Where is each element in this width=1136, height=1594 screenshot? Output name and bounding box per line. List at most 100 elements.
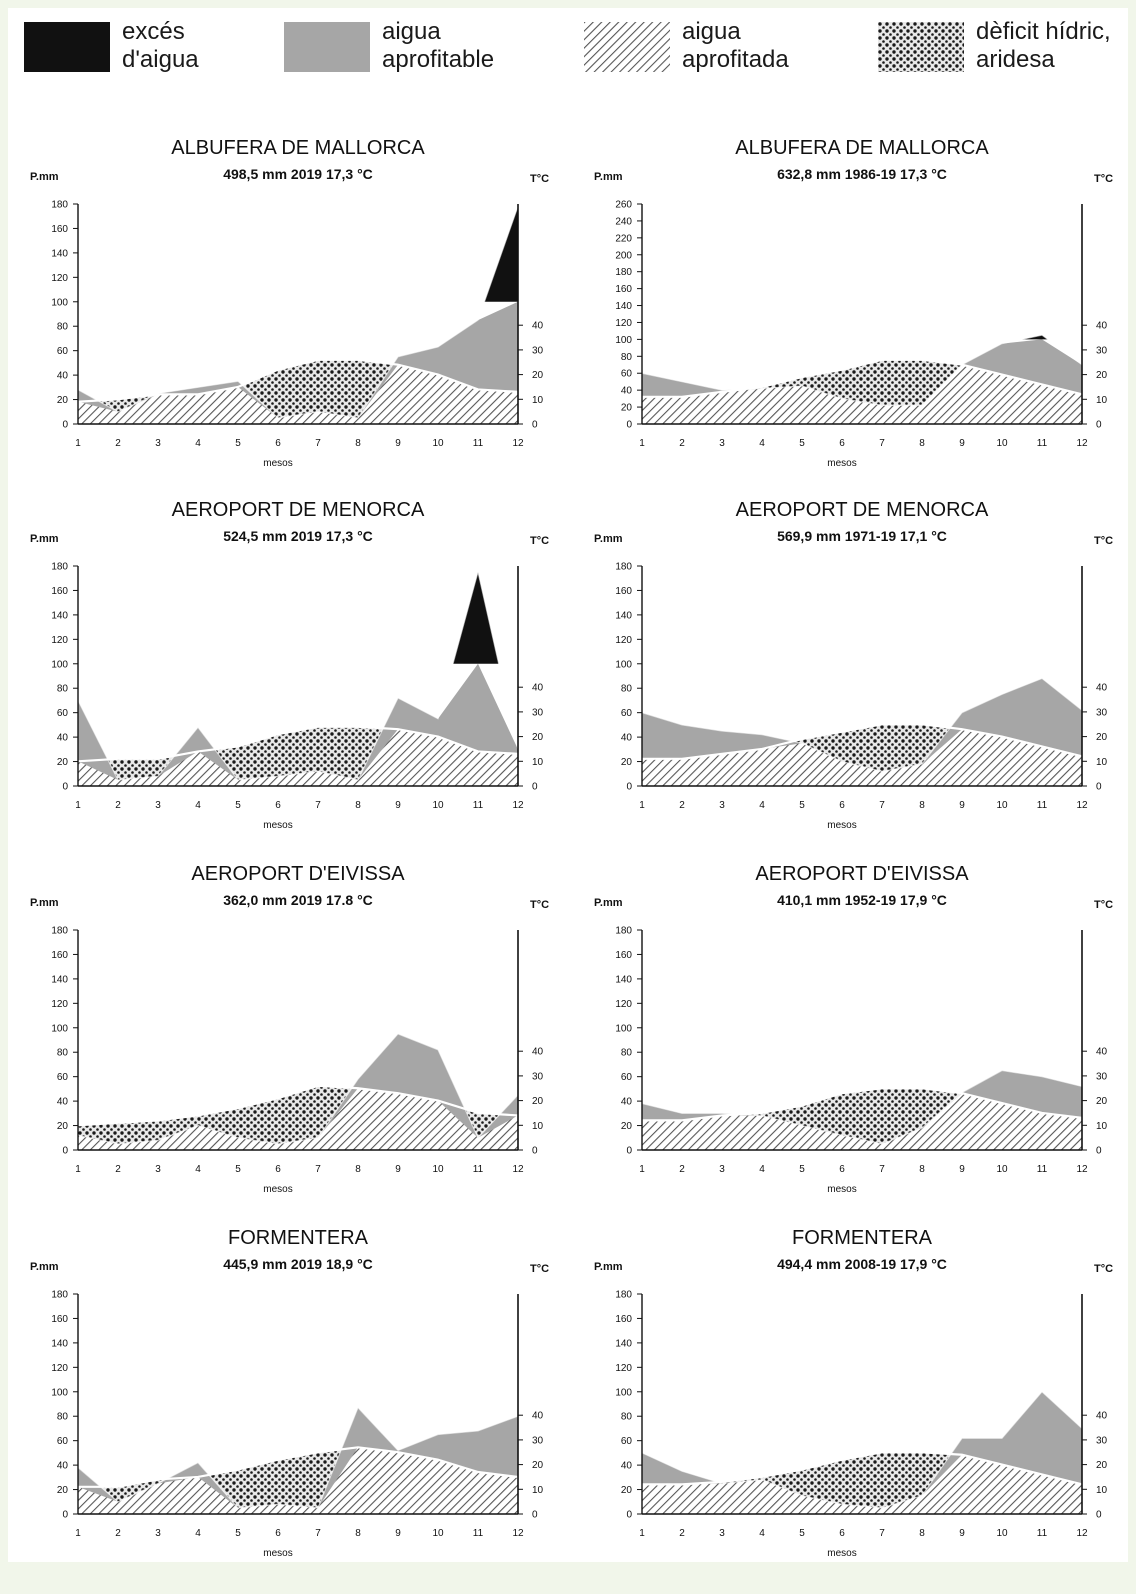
x-tick-label: 2 <box>679 800 685 811</box>
area-deficit <box>318 727 358 780</box>
x-tick-label: 8 <box>919 1528 925 1539</box>
y-tick-label: 40 <box>621 1097 633 1108</box>
y2-tick-label: 0 <box>1096 420 1102 431</box>
x-tick-label: 5 <box>235 438 241 449</box>
y-tick-label: 140 <box>51 1338 68 1349</box>
x-tick-label: 3 <box>155 800 161 811</box>
area-deficit <box>318 360 358 418</box>
x-tick-label: 9 <box>959 438 965 449</box>
y-tick-label: 40 <box>57 733 69 744</box>
x-tick-label: 3 <box>155 438 161 449</box>
y2-tick-label: 30 <box>1096 1071 1108 1082</box>
x-tick-label: 2 <box>115 1164 121 1175</box>
x-tick-label: 7 <box>879 1528 885 1539</box>
area-deficit <box>238 1460 278 1508</box>
y-tick-label: 100 <box>51 659 68 670</box>
x-tick-label: 6 <box>839 438 845 449</box>
x-axis-label: mesos <box>263 1184 292 1195</box>
y-tick-label: 60 <box>57 1072 69 1083</box>
x-tick-label: 8 <box>919 1164 925 1175</box>
y-tick-label: 60 <box>621 1436 633 1447</box>
x-tick-label: 3 <box>719 1528 725 1539</box>
x-tick-label: 6 <box>275 800 281 811</box>
x-tick-label: 12 <box>1076 800 1088 811</box>
x-tick-label: 2 <box>115 800 121 811</box>
area-deficit <box>278 727 318 777</box>
y2-tick-label: 10 <box>532 757 544 768</box>
y-tick-label: 60 <box>57 346 69 357</box>
y-tick-label: 0 <box>626 420 632 431</box>
y-tick-label: 0 <box>62 1510 68 1521</box>
x-tick-label: 7 <box>315 1164 321 1175</box>
chart-title: AEROPORT D'EIVISSA <box>755 863 969 885</box>
x-tick-label: 9 <box>395 800 401 811</box>
x-tick-label: 8 <box>919 800 925 811</box>
y2-tick-label: 0 <box>1096 782 1102 793</box>
x-tick-label: 2 <box>115 1528 121 1539</box>
y-tick-label: 80 <box>57 684 69 695</box>
area-deficit <box>842 1452 882 1508</box>
y-tick-label: 160 <box>51 224 68 235</box>
y-tick-label: 40 <box>621 733 633 744</box>
x-tick-label: 6 <box>275 1528 281 1539</box>
y-tick-label: 260 <box>615 200 632 211</box>
x-axis-label: mesos <box>827 820 856 831</box>
area-deficit <box>278 1452 318 1508</box>
x-tick-label: 6 <box>839 1528 845 1539</box>
y-tick-label: 140 <box>615 610 632 621</box>
y-tick-label: 120 <box>615 999 632 1010</box>
y-tick-label: 200 <box>615 250 632 261</box>
y-axis-label: P.mm <box>30 897 59 909</box>
y-tick-label: 140 <box>51 610 68 621</box>
y2-tick-label: 40 <box>532 321 544 332</box>
y-tick-label: 40 <box>57 1097 69 1108</box>
x-tick-label: 7 <box>879 438 885 449</box>
x-tick-label: 10 <box>996 1164 1008 1175</box>
y-tick-label: 140 <box>615 301 632 312</box>
area-deficit <box>278 1086 318 1144</box>
x-tick-label: 1 <box>75 1528 81 1539</box>
x-tick-label: 1 <box>75 800 81 811</box>
y2-tick-label: 20 <box>1096 1096 1108 1107</box>
y-tick-label: 100 <box>615 335 632 346</box>
x-axis-label: mesos <box>263 820 292 831</box>
y-tick-label: 20 <box>621 1485 633 1496</box>
x-tick-label: 1 <box>639 800 645 811</box>
x-tick-label: 3 <box>155 1164 161 1175</box>
chart-subtitle: 569,9 mm 1971-19 17,1 °C <box>777 528 947 544</box>
y-tick-label: 80 <box>57 1412 69 1423</box>
x-tick-label: 7 <box>879 800 885 811</box>
x-tick-label: 9 <box>959 1528 965 1539</box>
x-tick-label: 10 <box>996 438 1008 449</box>
y2-tick-label: 10 <box>532 395 544 406</box>
y-axis-label: P.mm <box>594 533 623 545</box>
y-tick-label: 0 <box>626 1510 632 1521</box>
y2-tick-label: 0 <box>532 1510 538 1521</box>
x-tick-label: 12 <box>512 1164 524 1175</box>
x-tick-label: 10 <box>432 1528 444 1539</box>
y-tick-label: 160 <box>615 586 632 597</box>
y-tick-label: 120 <box>615 1363 632 1374</box>
y2-tick-label: 30 <box>1096 345 1108 356</box>
y2-tick-label: 0 <box>1096 1146 1102 1157</box>
y2-tick-label: 10 <box>1096 395 1108 406</box>
y-tick-label: 40 <box>57 371 69 382</box>
x-tick-label: 3 <box>719 800 725 811</box>
x-tick-label: 4 <box>195 438 201 449</box>
y-tick-label: 160 <box>615 950 632 961</box>
y2-axis-label: T°C <box>530 535 549 547</box>
x-tick-label: 12 <box>512 800 524 811</box>
x-axis-label: mesos <box>827 1548 856 1559</box>
y2-tick-label: 20 <box>532 732 544 743</box>
y2-tick-label: 0 <box>532 420 538 431</box>
y-tick-label: 100 <box>51 297 68 308</box>
